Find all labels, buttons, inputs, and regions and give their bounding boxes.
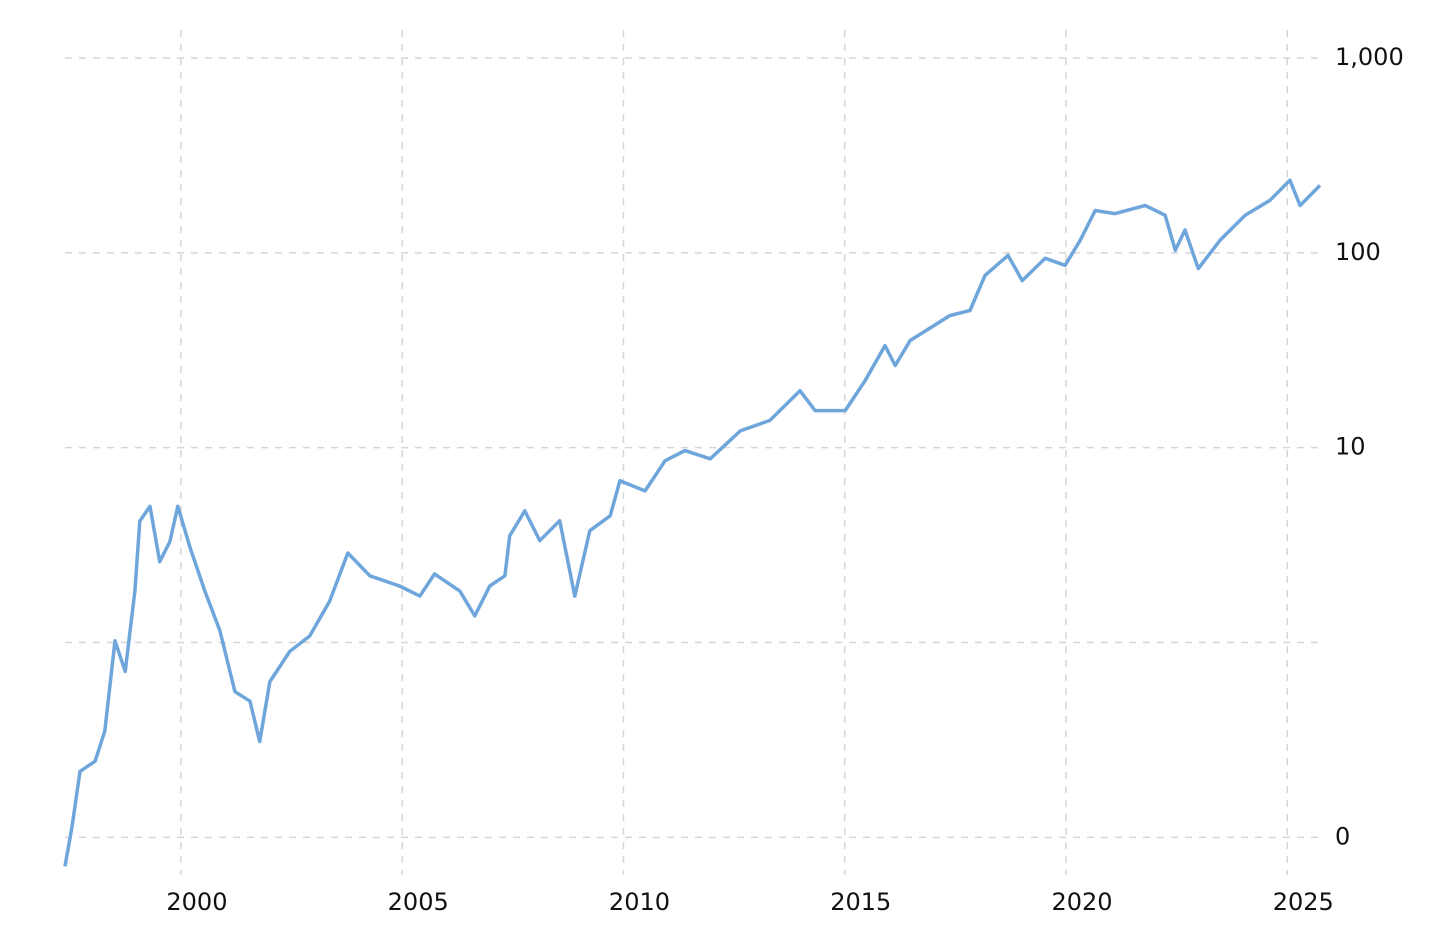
y-tick-label: 10	[1335, 433, 1366, 461]
y-tick-label: 100	[1335, 238, 1381, 266]
y-tick-label: 1,000	[1335, 43, 1404, 71]
x-tick-label: 2005	[388, 888, 449, 916]
x-tick-label: 2015	[830, 888, 891, 916]
y-tick-label: 0	[1335, 822, 1350, 850]
x-tick-label: 2025	[1273, 888, 1334, 916]
x-tick-label: 2010	[609, 888, 670, 916]
x-tick-label: 2020	[1051, 888, 1112, 916]
line-series	[63, 178, 1322, 867]
x-tick-label: 2000	[166, 888, 227, 916]
